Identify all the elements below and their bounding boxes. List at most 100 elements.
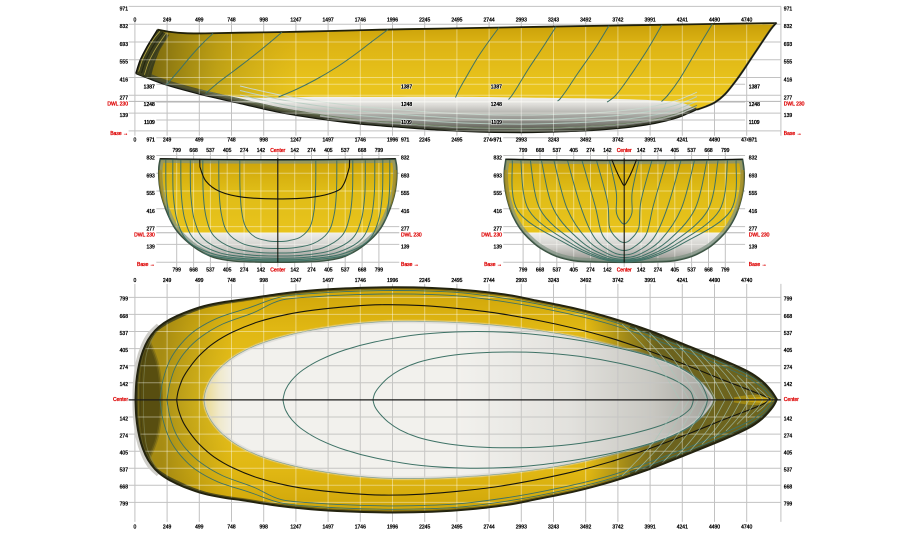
- svg-text:0: 0: [134, 137, 137, 143]
- svg-text:405: 405: [671, 148, 680, 154]
- svg-text:971: 971: [784, 6, 793, 12]
- svg-text:998: 998: [260, 278, 269, 284]
- svg-text:799: 799: [721, 148, 730, 154]
- svg-text:3492: 3492: [580, 525, 591, 531]
- svg-text:998: 998: [260, 525, 269, 531]
- svg-text:668: 668: [536, 148, 545, 154]
- svg-text:1247: 1247: [290, 525, 301, 531]
- svg-text:142: 142: [637, 148, 646, 154]
- svg-text:1387: 1387: [401, 84, 412, 90]
- svg-text:416: 416: [401, 209, 410, 215]
- svg-text:499: 499: [195, 278, 204, 284]
- svg-text:1248: 1248: [401, 102, 412, 108]
- svg-text:799: 799: [173, 267, 182, 273]
- svg-text:668: 668: [536, 267, 545, 273]
- svg-text:668: 668: [120, 314, 129, 320]
- svg-text:799: 799: [375, 267, 384, 273]
- svg-text:499: 499: [195, 17, 204, 23]
- svg-text:249: 249: [163, 525, 172, 531]
- svg-text:249: 249: [163, 137, 172, 143]
- svg-text:405: 405: [784, 451, 793, 457]
- svg-text:2495: 2495: [451, 525, 462, 531]
- svg-text:274: 274: [784, 365, 793, 371]
- svg-text:0: 0: [134, 278, 137, 284]
- svg-text:Center: Center: [270, 267, 285, 273]
- svg-text:971: 971: [749, 138, 758, 144]
- svg-text:142: 142: [257, 267, 266, 273]
- svg-text:1387: 1387: [749, 84, 760, 90]
- svg-text:416: 416: [749, 209, 758, 215]
- svg-text:537: 537: [341, 267, 350, 273]
- svg-text:277: 277: [120, 95, 129, 101]
- svg-text:2245: 2245: [419, 278, 430, 284]
- svg-text:DWL 230: DWL 230: [784, 101, 805, 107]
- svg-text:537: 537: [341, 148, 350, 154]
- svg-text:1497: 1497: [323, 17, 334, 23]
- svg-text:405: 405: [120, 451, 129, 457]
- svg-text:668: 668: [189, 148, 198, 154]
- svg-text:4740: 4740: [741, 525, 752, 531]
- svg-text:274: 274: [586, 267, 595, 273]
- svg-text:249: 249: [163, 278, 172, 284]
- svg-text:1497: 1497: [323, 137, 334, 143]
- svg-text:139: 139: [401, 244, 410, 250]
- svg-text:998: 998: [260, 137, 269, 143]
- svg-text:1248: 1248: [491, 102, 502, 108]
- svg-text:3742: 3742: [612, 17, 623, 23]
- svg-text:1109: 1109: [401, 120, 412, 126]
- svg-text:142: 142: [291, 148, 300, 154]
- svg-text:4241: 4241: [677, 525, 688, 531]
- svg-text:274: 274: [240, 267, 249, 273]
- svg-text:799: 799: [519, 148, 528, 154]
- svg-text:277: 277: [494, 227, 503, 233]
- svg-text:1996: 1996: [387, 137, 398, 143]
- svg-text:3492: 3492: [580, 137, 591, 143]
- svg-text:1387: 1387: [491, 84, 502, 90]
- svg-text:274: 274: [654, 148, 663, 154]
- svg-text:555: 555: [784, 60, 793, 66]
- svg-text:3742: 3742: [612, 525, 623, 531]
- svg-text:142: 142: [120, 416, 129, 422]
- svg-text:405: 405: [784, 348, 793, 354]
- svg-text:4740: 4740: [741, 137, 752, 143]
- svg-text:274: 274: [586, 148, 595, 154]
- svg-text:142: 142: [784, 416, 793, 422]
- svg-text:4241: 4241: [677, 137, 688, 143]
- svg-text:416: 416: [784, 78, 793, 84]
- svg-text:537: 537: [687, 267, 696, 273]
- svg-text:416: 416: [146, 209, 155, 215]
- svg-text:405: 405: [223, 148, 232, 154]
- svg-text:799: 799: [519, 267, 528, 273]
- svg-text:274: 274: [120, 433, 129, 439]
- svg-text:142: 142: [257, 148, 266, 154]
- svg-text:139: 139: [749, 244, 758, 250]
- svg-text:799: 799: [784, 502, 793, 508]
- svg-text:2495: 2495: [451, 137, 462, 143]
- svg-text:274: 274: [240, 148, 249, 154]
- svg-text:832: 832: [494, 156, 503, 162]
- svg-text:1387: 1387: [144, 84, 155, 90]
- svg-text:971: 971: [401, 138, 410, 144]
- svg-text:555: 555: [146, 191, 155, 197]
- svg-text:Center: Center: [617, 148, 632, 154]
- svg-text:274: 274: [307, 148, 316, 154]
- svg-text:693: 693: [494, 173, 503, 179]
- svg-text:2245: 2245: [419, 525, 430, 531]
- svg-text:1387: 1387: [401, 84, 412, 90]
- svg-text:748: 748: [227, 278, 236, 284]
- svg-text:537: 537: [120, 331, 129, 337]
- svg-text:537: 537: [206, 267, 215, 273]
- svg-text:1109: 1109: [491, 120, 502, 126]
- svg-text:537: 537: [553, 148, 562, 154]
- svg-text:3742: 3742: [612, 278, 623, 284]
- svg-text:693: 693: [120, 42, 129, 48]
- svg-text:139: 139: [146, 244, 155, 250]
- svg-text:416: 416: [120, 78, 129, 84]
- svg-text:142: 142: [603, 267, 612, 273]
- svg-text:1996: 1996: [387, 278, 398, 284]
- svg-text:1996: 1996: [387, 17, 398, 23]
- svg-text:142: 142: [291, 267, 300, 273]
- svg-text:405: 405: [324, 148, 333, 154]
- svg-text:1109: 1109: [491, 120, 502, 126]
- svg-text:139: 139: [784, 113, 793, 119]
